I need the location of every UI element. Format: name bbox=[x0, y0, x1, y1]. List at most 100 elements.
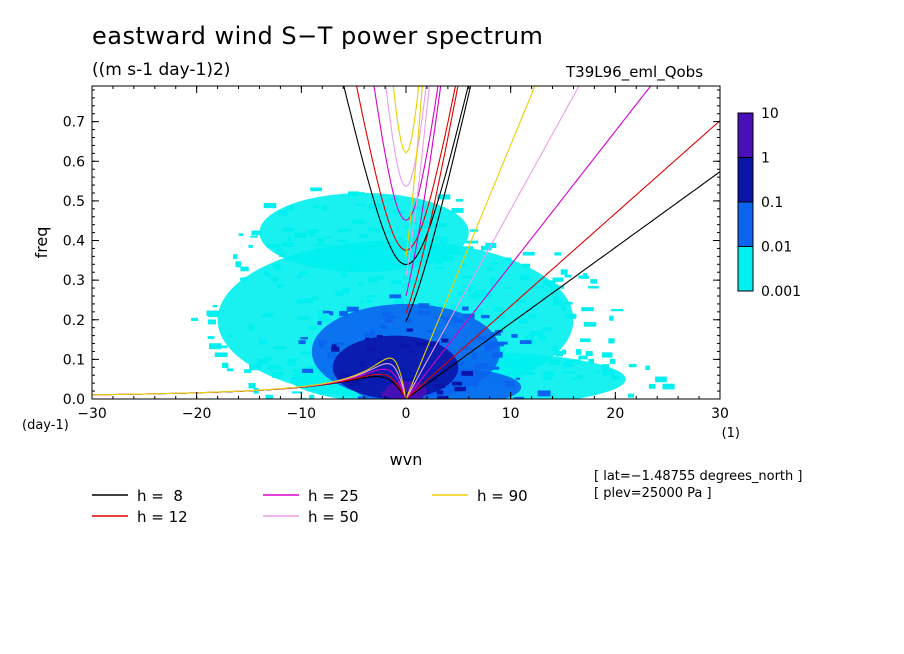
contour-speckle bbox=[576, 361, 583, 364]
contour-speckle bbox=[277, 284, 285, 288]
colorbar-label: 0.01 bbox=[761, 240, 792, 256]
contour-speckle bbox=[422, 222, 430, 228]
contour-speckle bbox=[449, 249, 462, 255]
contour-speckle bbox=[529, 339, 535, 345]
contour-speckle bbox=[447, 409, 455, 413]
rossby-curve bbox=[92, 357, 407, 399]
contour-speckle bbox=[318, 390, 328, 395]
contour-speckle bbox=[522, 251, 535, 256]
chart-title: eastward wind S−T power spectrum bbox=[92, 22, 544, 50]
inertia-gravity-curve bbox=[343, 86, 469, 266]
contour-speckle bbox=[373, 364, 380, 368]
contour-speckle bbox=[471, 404, 476, 408]
contour-speckle bbox=[381, 391, 395, 397]
contour-speckle bbox=[414, 206, 425, 210]
contour-speckle bbox=[309, 394, 315, 399]
contour-speckle bbox=[365, 337, 370, 340]
contour-speckle bbox=[524, 335, 534, 340]
contour-speckle bbox=[324, 411, 336, 417]
contour-speckle bbox=[528, 314, 537, 319]
y-tick-label: 0.3 bbox=[63, 273, 85, 289]
contour-speckle bbox=[347, 191, 360, 196]
contour-speckle bbox=[564, 313, 577, 319]
contour-speckle bbox=[392, 209, 397, 212]
contour-speckle bbox=[296, 275, 302, 278]
contour-speckle bbox=[555, 351, 563, 357]
contour-speckle bbox=[251, 230, 262, 236]
contour-speckle bbox=[367, 227, 379, 233]
kelvin-wave-curve bbox=[405, 86, 536, 399]
contour-speckle bbox=[248, 383, 256, 389]
contour-speckle bbox=[366, 299, 372, 304]
contour-speckle bbox=[412, 229, 418, 235]
contour-speckle bbox=[364, 407, 368, 411]
contour-speckle bbox=[375, 275, 384, 280]
contour-speckle bbox=[368, 277, 379, 282]
contour-speckle bbox=[422, 401, 432, 406]
pressure-level-annotation: [ plev=25000 Pa ] bbox=[594, 486, 712, 501]
contour-speckle bbox=[372, 402, 376, 405]
contour-speckle bbox=[296, 298, 306, 304]
contour-speckle bbox=[235, 261, 241, 268]
contour-speckle bbox=[299, 271, 308, 275]
contour-speckle bbox=[553, 285, 565, 289]
contour-speckle bbox=[267, 367, 275, 370]
contour-speckle bbox=[264, 271, 269, 276]
contour-speckle bbox=[511, 333, 518, 338]
y-tick-label: 0.2 bbox=[63, 313, 85, 329]
contour-speckle bbox=[374, 407, 387, 410]
x-tick-label: 10 bbox=[502, 406, 520, 422]
contour-speckle bbox=[461, 263, 467, 267]
contour-speckle bbox=[450, 406, 460, 412]
x-axis-unit: (1) bbox=[722, 426, 740, 441]
contour-speckle bbox=[303, 297, 314, 304]
contour-speckle bbox=[385, 399, 395, 404]
contour-speckle bbox=[478, 293, 487, 299]
contour-speckle bbox=[579, 338, 591, 343]
contour-speckle bbox=[442, 255, 454, 262]
contour-speckle bbox=[441, 338, 449, 343]
contour-speckle bbox=[448, 406, 458, 410]
contour-speckle bbox=[461, 371, 474, 376]
contour-speckle bbox=[456, 405, 465, 409]
contour-speckle bbox=[298, 340, 306, 345]
contour-speckle bbox=[415, 253, 424, 256]
contour-speckle bbox=[522, 263, 531, 268]
contour-speckle bbox=[538, 335, 546, 341]
contour-speckle bbox=[359, 234, 368, 238]
contour-speckle bbox=[542, 280, 556, 286]
legend-label-1: h = 12 bbox=[137, 508, 188, 526]
contour-speckle bbox=[380, 324, 387, 329]
y-tick-label: 0.0 bbox=[63, 392, 85, 408]
contour-speckle bbox=[407, 237, 417, 243]
contour-speckle bbox=[359, 361, 366, 368]
contour-speckle bbox=[564, 274, 572, 278]
contour-speckle bbox=[401, 378, 412, 382]
colorbar-segment-3 bbox=[737, 112, 754, 158]
contour-speckle bbox=[475, 404, 481, 408]
contour-speckle bbox=[364, 332, 369, 337]
contour-speckle bbox=[353, 400, 360, 405]
contour-speckle bbox=[394, 298, 404, 304]
run-name: T39L96_eml_Qobs bbox=[566, 63, 704, 81]
contour-speckle bbox=[543, 374, 552, 380]
contour-speckle bbox=[271, 277, 279, 282]
contour-speckle bbox=[329, 311, 334, 316]
contour-speckle bbox=[519, 274, 530, 281]
contour-speckle bbox=[416, 385, 425, 390]
contour-speckle bbox=[233, 254, 238, 260]
contour-speckle bbox=[312, 205, 320, 209]
contour-speckle bbox=[214, 352, 228, 357]
contour-speckle bbox=[287, 361, 296, 367]
contour-speckle bbox=[419, 409, 428, 415]
contour-speckle bbox=[455, 199, 464, 202]
contour-speckle bbox=[369, 398, 380, 399]
contour-speckle bbox=[515, 377, 521, 380]
kelvin-wave-curve bbox=[405, 171, 720, 399]
contour-speckle bbox=[416, 342, 429, 347]
contour-speckle bbox=[391, 280, 402, 285]
contour-speckle bbox=[401, 344, 411, 348]
contour-speckle bbox=[300, 337, 309, 340]
legend-label-2: h = 25 bbox=[308, 487, 359, 505]
contour-speckle bbox=[481, 245, 492, 251]
